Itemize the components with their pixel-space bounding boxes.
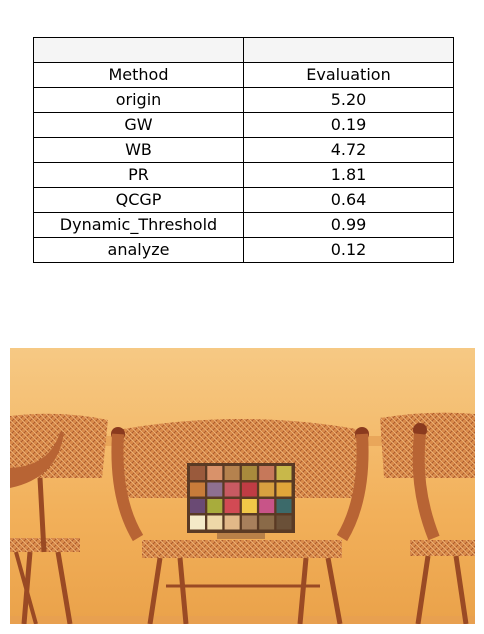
- checker-swatch: [259, 515, 275, 530]
- left-chair: [10, 413, 108, 624]
- checker-swatch: [207, 466, 223, 480]
- color-checker: [187, 463, 295, 539]
- table-row: PR 1.81: [33, 162, 454, 188]
- checker-swatch: [190, 499, 205, 513]
- checker-swatch: [259, 466, 275, 480]
- evaluation-cell: 0.19: [243, 112, 454, 138]
- checker-swatch: [224, 466, 240, 480]
- blank-header-cell: [33, 37, 244, 63]
- method-cell: analyze: [33, 237, 244, 263]
- checker-swatch: [241, 499, 257, 513]
- method-cell: WB: [33, 137, 244, 163]
- evaluation-cell: 0.64: [243, 187, 454, 213]
- table-row: Dynamic_Threshold 0.99: [33, 212, 454, 238]
- checker-swatch: [259, 499, 275, 513]
- checker-swatch: [276, 466, 292, 480]
- table-blank-header-row: [33, 37, 454, 63]
- checker-swatches: [190, 466, 292, 530]
- method-cell: QCGP: [33, 187, 244, 213]
- floor: [10, 616, 475, 624]
- evaluation-cell: 4.72: [243, 137, 454, 163]
- checker-swatch: [207, 482, 223, 497]
- checker-swatch: [259, 482, 275, 497]
- results-table: Method Evaluation origin 5.20 GW 0.19 WB 4.72…: [33, 37, 454, 263]
- table-row: QCGP 0.64: [33, 187, 454, 213]
- blank-header-cell: [243, 37, 454, 63]
- photo-illustration: [10, 348, 475, 624]
- table-row: GW 0.19: [33, 112, 454, 138]
- evaluation-cell: 1.81: [243, 162, 454, 188]
- header-cell-evaluation: Evaluation: [243, 62, 454, 88]
- checker-swatch: [224, 515, 240, 530]
- checker-swatch: [190, 482, 205, 497]
- checker-swatch: [224, 499, 240, 513]
- evaluation-cell: 0.99: [243, 212, 454, 238]
- checker-swatch: [207, 499, 223, 513]
- checker-swatch: [224, 482, 240, 497]
- color-checker-photo: [10, 348, 475, 624]
- method-cell: Dynamic_Threshold: [33, 212, 244, 238]
- evaluation-cell: 5.20: [243, 87, 454, 113]
- checker-swatch: [241, 515, 257, 530]
- header-cell-method: Method: [33, 62, 244, 88]
- checker-swatch: [190, 466, 205, 480]
- center-chair: [111, 419, 369, 624]
- method-cell: origin: [33, 87, 244, 113]
- method-cell: PR: [33, 162, 244, 188]
- checker-swatch: [241, 466, 257, 480]
- method-cell: GW: [33, 112, 244, 138]
- evaluation-cell: 0.12: [243, 237, 454, 263]
- table-row: origin 5.20: [33, 87, 454, 113]
- checker-swatch: [276, 499, 292, 513]
- table-header-row: Method Evaluation: [33, 62, 454, 88]
- checker-swatch: [207, 515, 223, 530]
- checker-swatch: [276, 482, 292, 497]
- table-row: WB 4.72: [33, 137, 454, 163]
- table-body: Method Evaluation origin 5.20 GW 0.19 WB 4.72…: [33, 37, 454, 263]
- checker-swatch: [190, 515, 205, 530]
- checker-swatch: [276, 515, 292, 530]
- right-chair: [380, 412, 475, 624]
- table-row: analyze 0.12: [33, 237, 454, 263]
- checker-swatch: [241, 482, 257, 497]
